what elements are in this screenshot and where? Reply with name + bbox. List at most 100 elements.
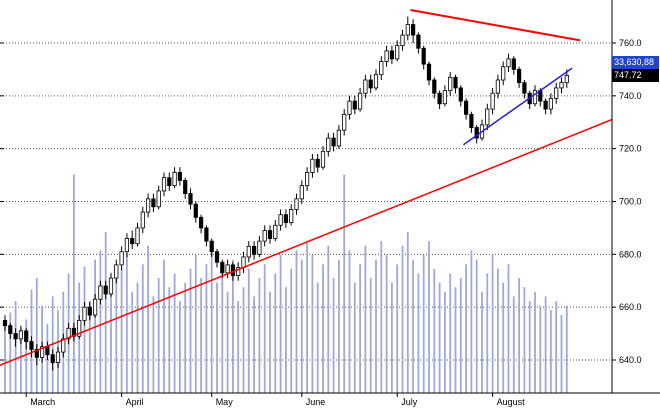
trendline-resistance: [410, 8, 581, 42]
candle-body: [225, 264, 230, 274]
candle-body: [172, 172, 177, 187]
candle-body: [426, 63, 432, 81]
candle-body: [29, 341, 34, 350]
candle-body: [2, 319, 8, 327]
y-axis-label: 740.0: [619, 91, 642, 101]
candle-body: [373, 74, 379, 89]
candle-body: [543, 100, 548, 110]
candle-body: [82, 306, 87, 321]
candle-body: [304, 172, 310, 187]
candle-body: [548, 98, 554, 110]
candle-body: [326, 137, 331, 152]
y-axis-label: 660.0: [619, 302, 642, 312]
candle-body: [8, 325, 13, 334]
volume-price-label: 33,630,88: [612, 56, 659, 70]
candle-body: [114, 264, 119, 279]
candle-body: [177, 172, 182, 181]
candle-body: [315, 158, 320, 168]
candle-body: [87, 306, 92, 316]
candle-body: [230, 264, 235, 276]
candle-body: [379, 61, 384, 76]
candle-body: [310, 158, 315, 173]
candle-body: [55, 351, 61, 364]
candle-body: [161, 177, 167, 192]
candle-body: [320, 150, 326, 168]
candle-body: [432, 79, 437, 94]
candle-body: [145, 198, 151, 213]
y-axis-label: 680.0: [619, 249, 642, 259]
candle-body: [183, 179, 188, 194]
candle-body: [352, 100, 357, 110]
candle-body: [363, 79, 368, 94]
candle-body: [283, 214, 289, 224]
candle-body: [554, 87, 559, 99]
candle-body: [98, 285, 103, 300]
candle-body: [469, 113, 474, 128]
candle-body: [108, 277, 114, 295]
candle-body: [368, 79, 373, 89]
candle-body: [262, 230, 267, 242]
candle-body: [214, 251, 220, 263]
candle-body: [209, 240, 214, 253]
candle-body: [18, 330, 24, 340]
candle-body: [24, 330, 29, 342]
candle-body: [395, 45, 400, 60]
candle-body: [474, 127, 479, 139]
x-axis-month-label: June: [306, 397, 326, 407]
candle-body: [193, 203, 198, 218]
candle-body: [416, 34, 421, 49]
candle-body: [220, 261, 225, 274]
candle-body: [485, 108, 490, 126]
candle-body: [40, 346, 45, 358]
y-axis-label: 720.0: [619, 144, 642, 154]
candle-body: [511, 58, 516, 70]
candle-body: [236, 267, 241, 276]
candle-body: [34, 349, 39, 358]
x-axis-month-label: May: [216, 397, 234, 407]
candle-body: [198, 216, 204, 229]
trendline-wedge: [463, 67, 573, 146]
candle-body: [336, 129, 342, 147]
candle-body: [347, 100, 352, 115]
candle-body: [532, 90, 538, 105]
candle-body: [267, 230, 273, 239]
trendline-support: [0, 118, 613, 366]
candle-body: [506, 58, 511, 68]
candle-body: [463, 100, 469, 115]
candle-body: [13, 333, 18, 340]
candle-body: [495, 79, 501, 94]
candle-body: [273, 224, 278, 239]
candle-body: [135, 227, 140, 245]
candle-body: [294, 198, 299, 210]
candle-body: [93, 298, 98, 316]
y-axis-label: 700.0: [619, 197, 642, 207]
candle-body: [45, 346, 50, 356]
candle-body: [501, 66, 506, 81]
candle-body: [442, 90, 448, 105]
candle-body: [421, 47, 426, 65]
candle-body: [257, 240, 262, 255]
x-axis-month-label: August: [497, 397, 526, 407]
candle-body: [331, 137, 336, 147]
candle-body: [384, 50, 389, 62]
candle-body: [119, 251, 124, 266]
candle-body: [517, 69, 522, 84]
candle-body: [61, 338, 66, 353]
candle-body: [278, 214, 283, 226]
candle-body: [342, 113, 347, 131]
candle-body: [410, 24, 416, 36]
candle-body: [289, 209, 294, 224]
x-axis-month-label: April: [126, 397, 144, 407]
candle-body: [490, 92, 495, 110]
candle-body: [241, 256, 246, 268]
y-axis-label: 640.0: [619, 355, 642, 365]
candle-body: [437, 92, 442, 105]
x-axis-month-label: July: [401, 397, 418, 407]
candle-body: [564, 75, 569, 84]
candle-body: [77, 319, 82, 337]
candle-body: [204, 227, 209, 242]
y-axis-label: 760.0: [619, 38, 642, 48]
candle-body: [405, 24, 410, 36]
